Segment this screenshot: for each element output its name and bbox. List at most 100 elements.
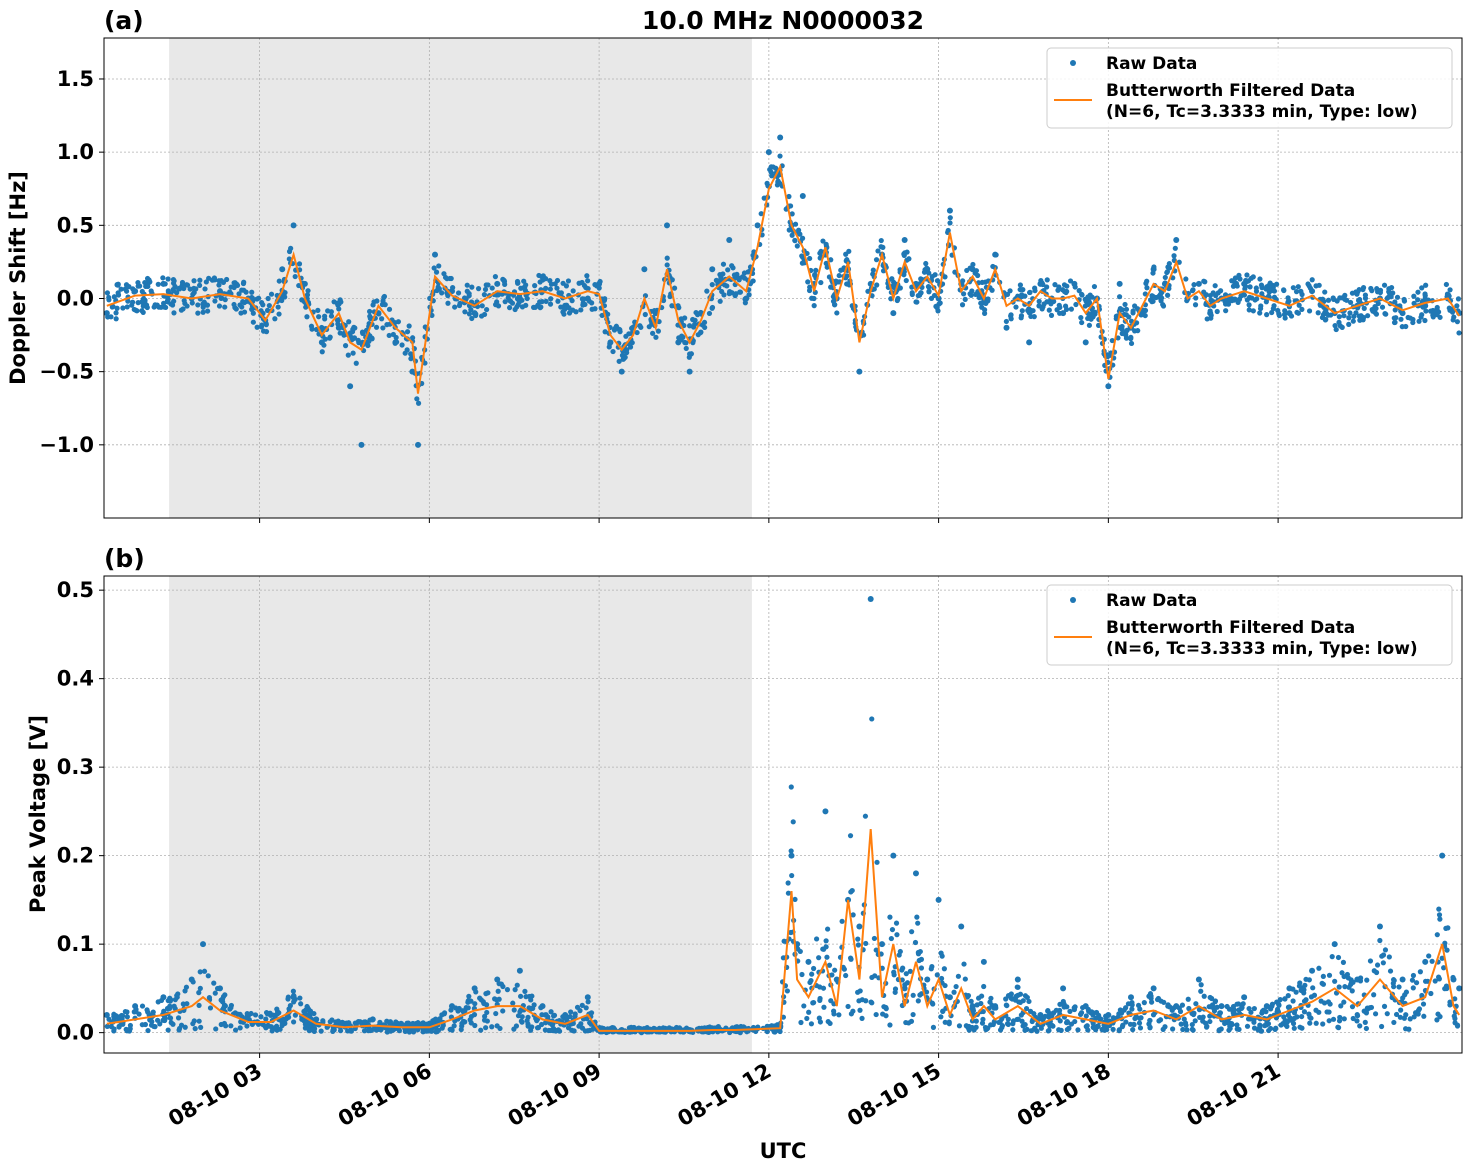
raw-data-point <box>1096 1012 1102 1019</box>
raw-data-point <box>823 938 829 944</box>
raw-data-point <box>993 252 999 258</box>
raw-data-point <box>1282 308 1288 314</box>
raw-data-point <box>1160 303 1167 309</box>
raw-data-point <box>1270 306 1276 312</box>
raw-data-point <box>796 227 802 233</box>
raw-data-point <box>433 1016 439 1022</box>
raw-data-point <box>1373 311 1380 317</box>
raw-data-point <box>175 991 181 997</box>
raw-data-point <box>839 918 845 924</box>
raw-data-point <box>448 275 454 282</box>
raw-data-point <box>464 282 470 288</box>
raw-data-point <box>578 307 584 313</box>
raw-data-point <box>263 322 269 328</box>
raw-data-point <box>1036 298 1042 304</box>
raw-data-point <box>797 948 803 955</box>
raw-data-point <box>1134 306 1141 312</box>
raw-data-point <box>565 1025 572 1031</box>
raw-data-point <box>1062 303 1069 309</box>
raw-data-point <box>442 274 449 281</box>
raw-data-point <box>960 291 967 297</box>
raw-data-point <box>1286 1004 1292 1010</box>
raw-data-point <box>272 316 278 322</box>
raw-data-point <box>893 920 900 926</box>
raw-data-point <box>1380 960 1386 966</box>
raw-data-point <box>483 282 489 288</box>
raw-data-point <box>1149 999 1155 1005</box>
raw-data-point <box>843 972 849 979</box>
raw-data-point <box>1186 1005 1192 1012</box>
raw-data-point <box>551 1012 558 1018</box>
raw-data-point <box>492 274 499 280</box>
raw-data-point <box>912 870 919 877</box>
raw-data-point <box>264 307 271 313</box>
raw-data-point <box>1242 283 1249 289</box>
raw-data-point <box>1310 985 1316 991</box>
raw-data-point <box>883 1004 889 1011</box>
raw-data-point <box>1379 953 1385 959</box>
raw-data-point <box>563 283 569 289</box>
raw-data-point <box>1330 295 1336 301</box>
raw-data-point <box>1109 337 1115 344</box>
raw-data-point <box>250 310 256 316</box>
raw-data-point <box>912 939 919 946</box>
raw-data-point <box>1316 965 1322 971</box>
raw-data-point <box>1110 1015 1116 1021</box>
raw-data-point <box>997 1027 1004 1033</box>
raw-data-point <box>1293 989 1299 995</box>
raw-data-point <box>1133 1013 1139 1020</box>
raw-data-point <box>1048 301 1054 307</box>
raw-data-point <box>978 300 984 306</box>
raw-data-point <box>1291 1010 1298 1016</box>
raw-data-point <box>1307 1020 1313 1026</box>
raw-data-point <box>621 356 627 362</box>
raw-data-point <box>422 360 428 366</box>
raw-data-point <box>1385 294 1391 300</box>
raw-data-point <box>554 285 560 291</box>
raw-data-point <box>1244 297 1250 303</box>
raw-data-point <box>785 880 791 886</box>
raw-data-point <box>1234 1022 1240 1028</box>
raw-data-point <box>1363 1025 1369 1032</box>
raw-data-point <box>979 279 985 286</box>
raw-data-point <box>466 993 472 999</box>
raw-data-point <box>1214 308 1220 315</box>
raw-data-point <box>1417 969 1423 975</box>
raw-data-point <box>1257 305 1264 312</box>
panel-label-b: (b) <box>104 544 145 573</box>
raw-data-point <box>548 1027 554 1034</box>
raw-data-point <box>1341 313 1347 319</box>
plot-frame-a <box>103 37 1463 519</box>
raw-data-point <box>172 997 178 1003</box>
raw-data-point <box>410 1029 417 1035</box>
raw-data-point <box>584 994 591 1001</box>
raw-data-point <box>1409 977 1416 983</box>
raw-data-point <box>871 935 878 942</box>
raw-data-point <box>489 285 495 291</box>
raw-data-point <box>1085 294 1091 300</box>
raw-data-point <box>220 999 226 1005</box>
raw-data-point <box>1190 1027 1196 1033</box>
raw-data-point <box>1281 1014 1287 1020</box>
raw-data-point <box>1299 306 1305 312</box>
raw-data-point <box>1351 313 1357 320</box>
raw-data-point <box>458 1026 464 1033</box>
raw-data-point <box>777 1028 783 1035</box>
raw-data-point <box>165 288 171 294</box>
raw-data-point <box>196 990 202 996</box>
raw-data-point <box>1264 312 1270 318</box>
raw-data-point <box>678 337 684 343</box>
raw-data-point <box>1210 290 1216 296</box>
raw-data-point <box>1246 307 1252 313</box>
raw-data-point <box>1232 275 1239 281</box>
raw-data-point <box>1004 1021 1011 1027</box>
raw-data-point <box>1325 312 1331 318</box>
raw-data-point <box>304 314 310 320</box>
filtered-line-b <box>106 829 1461 1032</box>
raw-data-point <box>1410 319 1416 326</box>
raw-data-point <box>485 990 491 996</box>
raw-data-point <box>1180 1026 1186 1033</box>
raw-data-point <box>706 310 713 317</box>
raw-data-point <box>380 325 386 331</box>
raw-data-point <box>469 284 475 290</box>
